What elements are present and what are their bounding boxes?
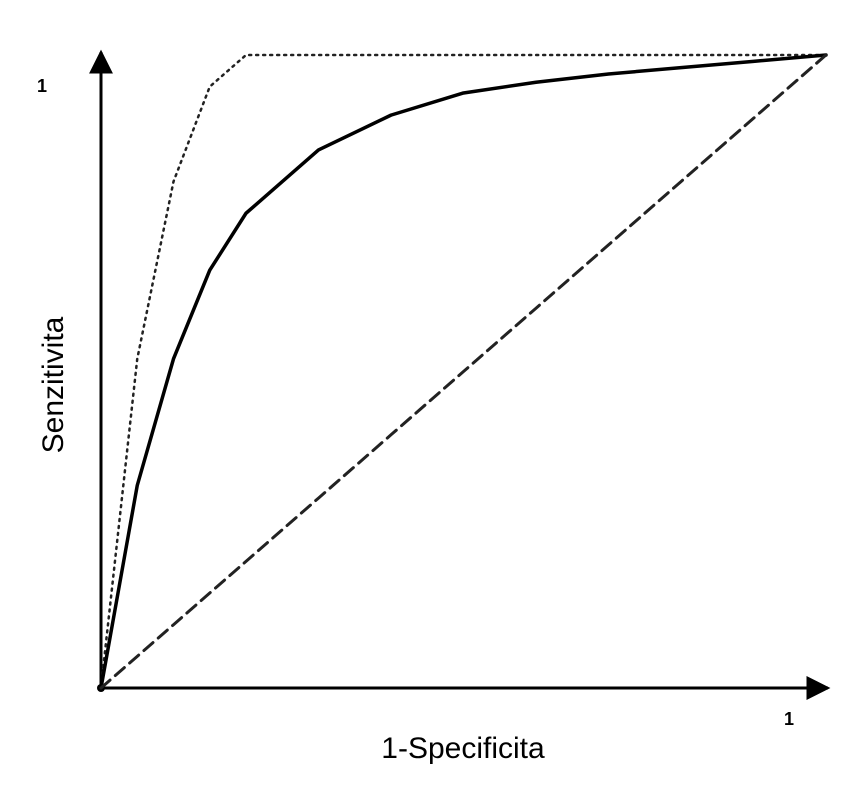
- y-axis-label: Senzitivita: [37, 316, 70, 453]
- y-tick-label: 1: [37, 76, 47, 96]
- x-axis-label: 1-Specificita: [381, 732, 545, 765]
- series-line: [99, 53, 828, 690]
- x-tick-label: 1: [784, 709, 794, 729]
- series-line: [99, 53, 828, 690]
- series-line: [99, 53, 828, 690]
